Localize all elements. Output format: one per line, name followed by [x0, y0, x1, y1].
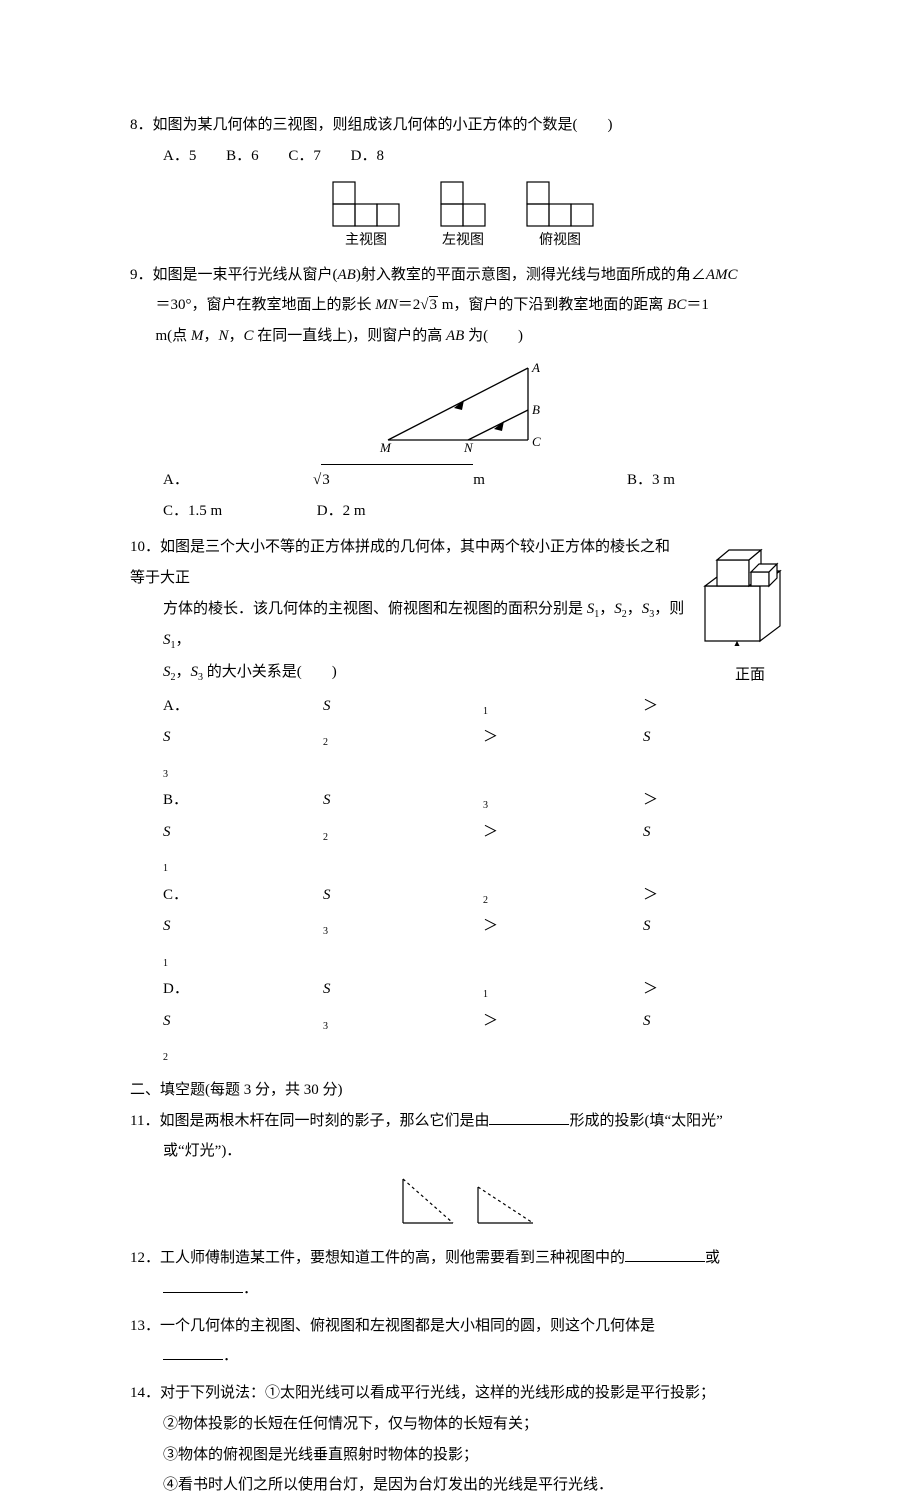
q8-opt-b: B．6	[226, 148, 259, 164]
page: 8．如图为某几何体的三视图，则组成该几何体的小正方体的个数是( ) A．5 B．…	[0, 0, 920, 1302]
blank	[163, 1344, 223, 1360]
q11-line1: 11．如图是两根木杆在同一时刻的影子，那么它们是由形成的投影(填“太阳光”	[130, 1106, 805, 1137]
q14-line1: 14．对于下列说法：①太阳光线可以看成平行光线，这样的光线形成的投影是平行投影；	[130, 1378, 805, 1409]
q8-opt-a: A．5	[163, 148, 196, 164]
svg-text:A: A	[531, 360, 540, 375]
q8-stem: 8．如图为某几何体的三视图，则组成该几何体的小正方体的个数是( )	[130, 110, 805, 141]
q8-num: 8．	[130, 117, 153, 133]
svg-text:C: C	[532, 434, 541, 449]
q8-figure: 主视图 左视图 俯视图	[130, 178, 805, 254]
window-light-svg: M N C B A	[368, 358, 568, 458]
q13-num: 13．	[130, 1318, 160, 1334]
blank	[625, 1246, 705, 1262]
cap-top: 俯视图	[539, 231, 581, 247]
q9-options: A．√3 m B．3 m C．1.5 m D．2 m	[130, 464, 805, 527]
q12-line1: 12．工人师傅制造某工件，要想知道工件的高，则他需要看到三种视图中的或	[130, 1243, 805, 1274]
blank	[163, 1277, 243, 1293]
q8-opt-d: D．8	[351, 148, 384, 164]
cap-left: 左视图	[442, 231, 484, 247]
q9-line2: ＝30°，窗户在教室地面上的影长 MN＝2√3 m，窗户的下沿到教室地面的距离 …	[130, 290, 805, 321]
question-10: 正面 10．如图是三个大小不等的正方体拼成的几何体，其中两个较小正方体的棱长之和…	[130, 532, 805, 1069]
q8-opt-c: C．7	[288, 148, 321, 164]
q9-figure: M N C B A	[130, 358, 805, 462]
q10-opt-d: D．S1＞S3＞S2	[163, 974, 805, 1069]
q10-num: 10．	[130, 539, 160, 555]
section-2-header: 二、填空题(每题 3 分，共 30 分)	[130, 1075, 805, 1106]
q14-line2: ②物体投影的长短在任何情况下，仅与物体的长短有关；	[130, 1409, 805, 1440]
q8-text: 如图为某几何体的三视图，则组成该几何体的小正方体的个数是( )	[153, 117, 613, 133]
q13-line2: ．	[130, 1341, 805, 1372]
q9-opt-a: A．√3 m	[163, 464, 623, 496]
q8-options: A．5 B．6 C．7 D．8	[130, 141, 805, 172]
shadow-svg	[383, 1173, 553, 1233]
svg-text:M: M	[379, 440, 392, 455]
question-12: 12．工人师傅制造某工件，要想知道工件的高，则他需要看到三种视图中的或 ．	[130, 1243, 805, 1305]
q10-figure: 正面	[695, 536, 805, 691]
q12-num: 12．	[130, 1250, 160, 1266]
q9-line1: 9．如图是一束平行光线从窗户(AB)射入教室的平面示意图，测得光线与地面所成的角…	[130, 260, 805, 291]
q13-line1: 13．一个几何体的主视图、俯视图和左视图都是大小相同的圆，则这个几何体是	[130, 1311, 805, 1342]
q9-opt-c: C．1.5 m	[163, 496, 313, 527]
q10-opt-c: C．S2＞S3＞S1	[163, 880, 805, 975]
svg-text:B: B	[532, 402, 540, 417]
q10-opt-a: A．S1＞S2＞S3	[163, 691, 805, 786]
cap-front: 主视图	[345, 231, 387, 247]
q10-opt-b: B．S3＞S2＞S1	[163, 785, 805, 880]
three-view-svg: 主视图 左视图 俯视图	[323, 178, 613, 250]
question-11: 11．如图是两根木杆在同一时刻的影子，那么它们是由形成的投影(填“太阳光” 或“…	[130, 1106, 805, 1238]
q9-num: 9．	[130, 267, 153, 283]
sqrt-icon: √3	[420, 296, 438, 313]
q9-opt-b: B．3 m	[627, 465, 777, 496]
q9-opt-d: D．2 m	[317, 496, 467, 527]
blank	[489, 1109, 569, 1125]
q10-options-row2: C．S2＞S3＞S1 D．S1＞S3＞S2	[130, 880, 805, 1069]
q14-num: 14．	[130, 1385, 160, 1401]
q11-line2: 或“灯光”)．	[130, 1136, 805, 1167]
q11-figure	[130, 1173, 805, 1237]
q14-line3: ③物体的俯视图是光线垂直照射时物体的投影；	[130, 1440, 805, 1471]
q12-line2: ．	[130, 1274, 805, 1305]
q10-options-row1: A．S1＞S2＞S3 B．S3＞S2＞S1	[130, 688, 805, 880]
question-8: 8．如图为某几何体的三视图，则组成该几何体的小正方体的个数是( ) A．5 B．…	[130, 110, 805, 254]
q11-num: 11．	[130, 1113, 159, 1129]
cubes-svg	[695, 536, 805, 646]
question-14: 14．对于下列说法：①太阳光线可以看成平行光线，这样的光线形成的投影是平行投影；…	[130, 1378, 805, 1501]
question-13: 13．一个几何体的主视图、俯视图和左视图都是大小相同的圆，则这个几何体是 ．	[130, 1311, 805, 1373]
q9-line3: m(点 M，N，C 在同一直线上)，则窗户的高 AB 为( )	[130, 321, 805, 352]
q10-caption: 正面	[695, 660, 805, 691]
q14-line4: ④看书时人们之所以使用台灯，是因为台灯发出的光线是平行光线．	[130, 1470, 805, 1501]
question-9: 9．如图是一束平行光线从窗户(AB)射入教室的平面示意图，测得光线与地面所成的角…	[130, 260, 805, 527]
svg-text:N: N	[463, 440, 474, 455]
